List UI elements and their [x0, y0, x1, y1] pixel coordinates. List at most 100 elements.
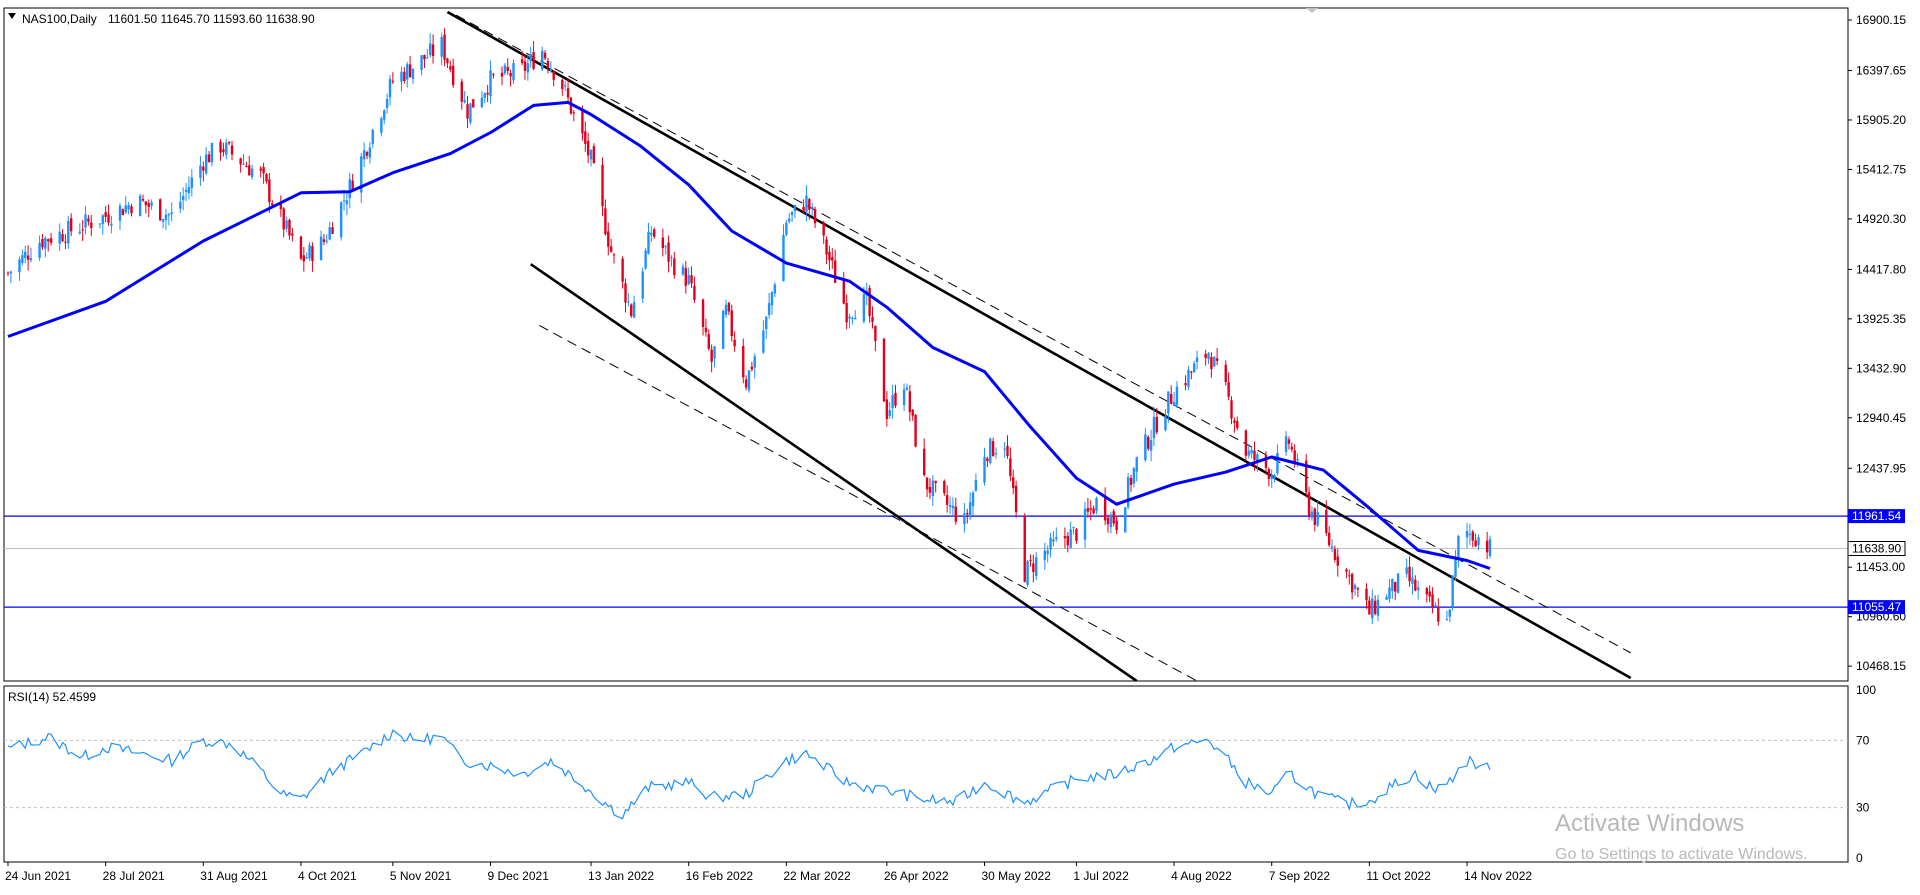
scroll-marker-icon[interactable]	[1306, 8, 1318, 13]
candle-body-bull	[793, 205, 797, 212]
candle-body-bull	[1391, 578, 1394, 592]
candle-body-bull	[664, 245, 667, 247]
candle-body-bull	[627, 301, 630, 303]
candle-body-bear	[707, 334, 710, 349]
candle-body-bear	[885, 399, 889, 420]
candle-body-bear	[911, 409, 914, 416]
candle-body-bear	[966, 512, 969, 515]
candle-body-bear	[1348, 575, 1351, 577]
candle-body-bear	[1290, 446, 1294, 450]
candle-body-bull	[1405, 567, 1408, 574]
candle-body-bull	[1296, 459, 1299, 461]
candle-body-bear	[532, 51, 535, 69]
price-tick-label: 13432.90	[1856, 361, 1906, 375]
candle-body-bear	[222, 149, 225, 153]
candle-body-bull	[1149, 440, 1153, 451]
candle-body-bull	[1052, 539, 1055, 542]
candle-body-bull	[1448, 609, 1451, 617]
level-price-label: 11055.47	[1852, 600, 1901, 614]
candle-body-bear	[365, 152, 369, 156]
candle-body-bull	[1250, 449, 1253, 454]
candle-body-bear	[1325, 509, 1328, 534]
candle-body-bear	[607, 231, 610, 247]
candle-body-bear	[653, 229, 656, 237]
candle-body-bear	[546, 60, 550, 69]
level-price-box	[1848, 509, 1905, 524]
candle-body-bear	[1373, 600, 1377, 614]
candle-body-bear	[914, 414, 917, 447]
current-price-label: 11638.90	[1852, 542, 1901, 556]
candle-body-bull	[110, 223, 113, 226]
candle-body-bear	[842, 279, 845, 304]
time-tick-label: 1 Jul 2022	[1073, 869, 1129, 883]
candle-body-bull	[483, 93, 486, 98]
candle-body-bear	[268, 179, 271, 203]
candle-body-bear	[486, 92, 489, 95]
horizontal-levels[interactable]	[4, 515, 1848, 608]
price-tick-label: 15905.20	[1856, 113, 1906, 127]
time-tick-label: 22 Mar 2022	[783, 869, 851, 883]
trend-channel[interactable]	[446, 10, 1632, 681]
candle-body-bull	[563, 85, 567, 87]
candle-body-bear	[460, 81, 463, 102]
candle-body-bear	[107, 214, 110, 223]
candle-body-bear	[81, 229, 84, 231]
candle-body-bull	[1072, 527, 1075, 529]
candle-body-bull	[512, 63, 515, 81]
candle-body-bear	[1012, 477, 1015, 488]
candle-body-bull	[124, 205, 127, 213]
candle-body-bull	[164, 214, 168, 221]
candle-body-bull	[788, 218, 791, 222]
channel-line[interactable]	[529, 263, 1138, 681]
price-tick-label: 14920.30	[1856, 212, 1906, 226]
candle-body-bull	[1026, 561, 1029, 585]
candle-body-bear	[874, 325, 877, 341]
candle-body-bear	[1244, 430, 1248, 456]
candle-body-bear	[331, 227, 334, 235]
time-tick-label: 11 Oct 2022	[1366, 869, 1431, 883]
candle-body-bear	[1293, 450, 1296, 465]
candle-body-bear	[1356, 588, 1360, 590]
candle-body-bull	[184, 189, 188, 192]
candle-body-bull	[388, 78, 392, 98]
candle-body-bear	[219, 141, 222, 153]
channel-line[interactable]	[446, 10, 1632, 680]
channel-dashed-line[interactable]	[455, 14, 1631, 654]
candle-body-bull	[971, 492, 975, 507]
candle-body-bull	[888, 410, 891, 417]
candle-body-bear	[1169, 394, 1173, 404]
candle-body-bear	[572, 112, 576, 114]
candle-body-bull	[851, 317, 854, 320]
candle-body-bull	[469, 103, 472, 123]
candle-body-bull	[641, 271, 644, 299]
candle-body-bear	[302, 255, 306, 262]
candle-body-bull	[1396, 573, 1400, 593]
candle-body-bear	[871, 316, 874, 323]
candle-body-bull	[1213, 356, 1216, 367]
candle-body-bull	[187, 187, 191, 194]
candle-body-bull	[770, 292, 774, 306]
candle-body-bull	[541, 50, 544, 70]
rsi-pane[interactable]	[3, 685, 1849, 863]
candle-body-bear	[1471, 531, 1474, 541]
candle-body-bear	[704, 327, 708, 333]
rsi-line	[7, 729, 1491, 820]
candle-body-bull	[785, 222, 788, 235]
symbol-menu-triangle-icon[interactable]	[8, 13, 16, 19]
candle-body-bull	[44, 237, 47, 249]
candle-body-bull	[1451, 575, 1454, 608]
candle-body-bull	[1109, 514, 1113, 528]
candle-body-bull	[250, 168, 254, 178]
candle-body-bear	[1204, 353, 1207, 358]
candle-body-bear	[1115, 520, 1118, 530]
main-price-pane[interactable]	[3, 7, 1849, 682]
candle-body-bear	[1009, 458, 1012, 476]
candle-body-bear	[742, 346, 745, 378]
candle-body-bull	[848, 316, 851, 319]
candle-body-bear	[271, 203, 274, 206]
candle-body-bear	[1333, 549, 1337, 560]
candle-body-bear	[630, 304, 633, 316]
channel-dashed-line[interactable]	[539, 324, 1198, 681]
